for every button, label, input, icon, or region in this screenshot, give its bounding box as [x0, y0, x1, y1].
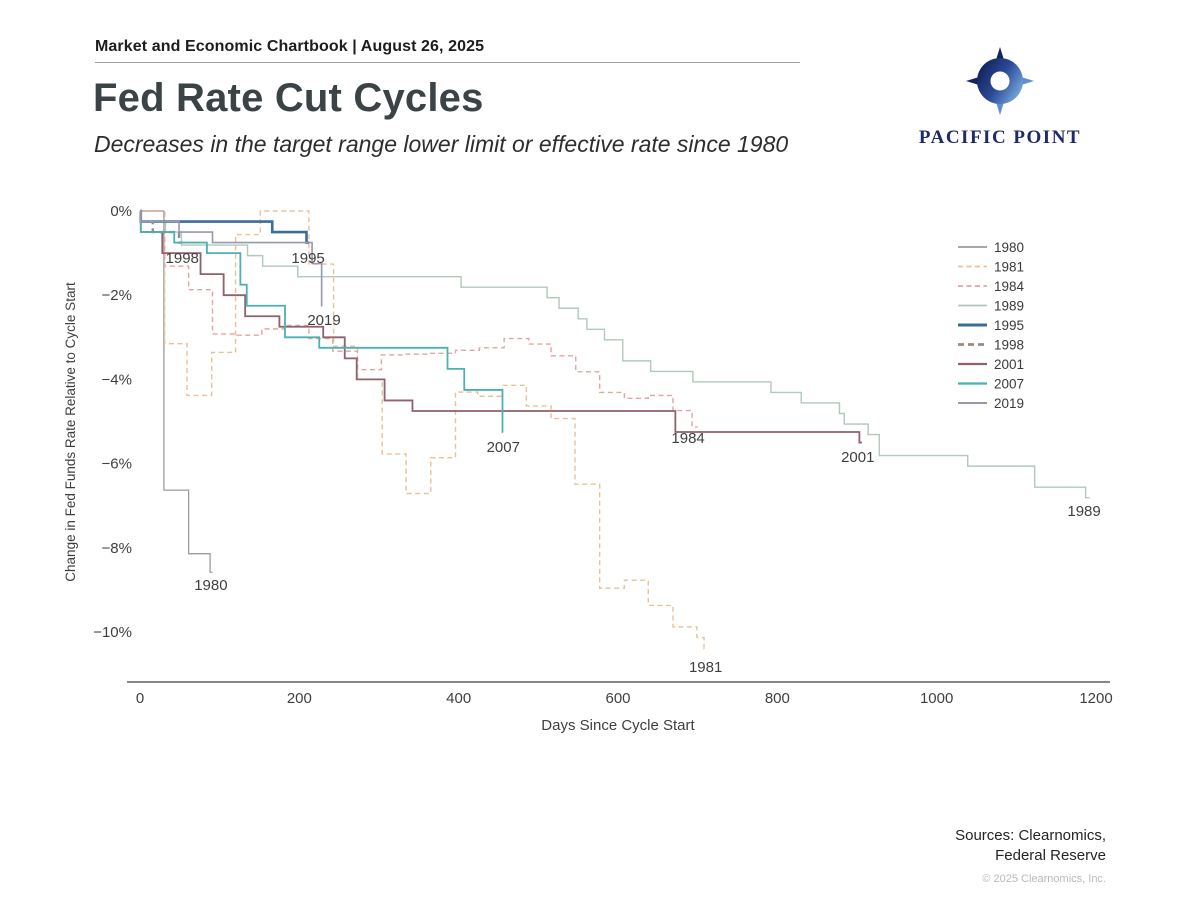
y-tick-label: −8%: [102, 540, 132, 557]
x-tick-label: 200: [287, 690, 312, 707]
series-line-2007: [139, 210, 504, 433]
y-axis-title: Change in Fed Funds Rate Relative to Cyc…: [63, 282, 78, 582]
x-tick-label: 1200: [1079, 690, 1112, 707]
legend-item-1995: 1995: [958, 318, 1024, 333]
legend-label-1980: 1980: [994, 240, 1024, 255]
annotation-2007: 2007: [487, 439, 520, 456]
annotation-1981: 1981: [689, 659, 722, 676]
footer: Sources: Clearnomics, Federal Reserve © …: [955, 826, 1106, 889]
legend-item-1989: 1989: [958, 299, 1024, 314]
legend-item-1998: 1998: [958, 338, 1024, 353]
y-tick-label: −2%: [102, 287, 132, 304]
copyright: © 2025 Clearnomics, Inc.: [982, 873, 1106, 885]
x-axis-title: Days Since Cycle Start: [541, 717, 695, 734]
legend-item-2007: 2007: [958, 377, 1024, 392]
series-line-2019: [139, 210, 323, 307]
y-tick-label: −6%: [102, 456, 132, 473]
y-tick-label: −4%: [102, 371, 132, 388]
sources-line-1: Sources: Clearnomics,: [955, 827, 1106, 844]
annotation-2001: 2001: [841, 449, 874, 466]
x-tick-label: 1000: [920, 690, 953, 707]
page-title: Fed Rate Cut Cycles: [93, 76, 484, 120]
logo-wordmark: PACIFIC POINT: [918, 127, 1082, 148]
page-subtitle: Decreases in the target range lower limi…: [94, 131, 789, 157]
series-line-1989: [140, 210, 1090, 499]
sources-line-2: Federal Reserve: [995, 847, 1106, 864]
legend-item-1980: 1980: [958, 240, 1024, 255]
series-line-2001: [139, 210, 862, 444]
x-tick-label: 0: [136, 690, 144, 707]
annotation-1984: 1984: [671, 430, 704, 447]
series-line-1981: [140, 210, 708, 650]
legend-label-1995: 1995: [994, 318, 1024, 333]
series-line-1980: [140, 210, 213, 573]
legend-label-2019: 2019: [994, 396, 1024, 411]
pacific-point-logo: PACIFIC POINT: [905, 44, 1095, 149]
legend-item-1981: 1981: [958, 260, 1024, 275]
x-tick-label: 800: [765, 690, 790, 707]
annotation-2019: 2019: [307, 312, 340, 329]
y-tick-label: 0%: [110, 203, 132, 220]
annotation-1989: 1989: [1067, 503, 1100, 520]
legend-label-1998: 1998: [994, 338, 1024, 353]
legend-label-2007: 2007: [994, 377, 1024, 392]
report-header: Market and Economic Chartbook | August 2…: [95, 38, 485, 55]
legend-label-1989: 1989: [994, 299, 1024, 314]
annotation-1980: 1980: [194, 577, 227, 594]
legend-item-1984: 1984: [958, 279, 1025, 294]
compass-icon: [966, 47, 1034, 115]
legend-label-1984: 1984: [994, 279, 1025, 294]
legend-label-2001: 2001: [994, 357, 1024, 372]
header-divider: [95, 62, 800, 63]
series-line-1984: [140, 210, 698, 428]
legend-item-2019: 2019: [958, 396, 1024, 411]
y-tick-label: −10%: [93, 624, 132, 641]
x-tick-label: 600: [605, 690, 630, 707]
legend-label-1981: 1981: [994, 260, 1024, 275]
annotation-1998: 1998: [166, 250, 199, 267]
legend-item-2001: 2001: [958, 357, 1024, 372]
series-line-1998: [139, 209, 182, 244]
x-tick-label: 400: [446, 690, 471, 707]
annotation-1995: 1995: [291, 250, 324, 267]
